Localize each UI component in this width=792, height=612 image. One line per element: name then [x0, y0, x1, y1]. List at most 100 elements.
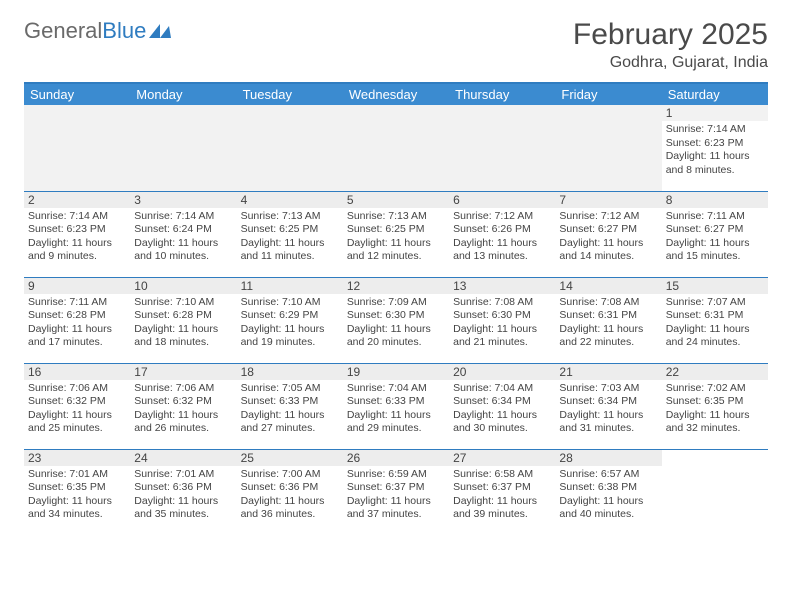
calendar-cell: 20 Sunrise: 7:04 AMSunset: 6:34 PMDayligh…: [449, 363, 555, 449]
day-number: 6: [449, 192, 555, 208]
day-details: Sunrise: 7:10 AMSunset: 6:28 PMDaylight:…: [134, 296, 232, 351]
day-details: Sunrise: 7:08 AMSunset: 6:31 PMDaylight:…: [559, 296, 657, 351]
calendar-body: 1 Sunrise: 7:14 AMSunset: 6:23 PMDaylight…: [24, 105, 768, 535]
calendar-cell: 8 Sunrise: 7:11 AMSunset: 6:27 PMDaylight…: [662, 191, 768, 277]
weekday-header: Sunday: [24, 84, 130, 105]
calendar-cell: 2 Sunrise: 7:14 AMSunset: 6:23 PMDaylight…: [24, 191, 130, 277]
calendar-row: 1 Sunrise: 7:14 AMSunset: 6:23 PMDaylight…: [24, 105, 768, 191]
day-number: 19: [343, 364, 449, 380]
day-details: Sunrise: 7:14 AMSunset: 6:23 PMDaylight:…: [666, 123, 764, 178]
day-number: 28: [555, 450, 661, 466]
brand-logo: GeneralBlue: [24, 18, 171, 44]
day-details: Sunrise: 7:07 AMSunset: 6:31 PMDaylight:…: [666, 296, 764, 351]
day-number: 27: [449, 450, 555, 466]
calendar-cell: 6 Sunrise: 7:12 AMSunset: 6:26 PMDaylight…: [449, 191, 555, 277]
day-number: 12: [343, 278, 449, 294]
calendar-cell: 13 Sunrise: 7:08 AMSunset: 6:30 PMDayligh…: [449, 277, 555, 363]
day-number: 16: [24, 364, 130, 380]
brand-part1: General: [24, 18, 102, 44]
calendar-cell: 16 Sunrise: 7:06 AMSunset: 6:32 PMDayligh…: [24, 363, 130, 449]
day-number: 3: [130, 192, 236, 208]
day-number: 2: [24, 192, 130, 208]
day-details: Sunrise: 7:10 AMSunset: 6:29 PMDaylight:…: [241, 296, 339, 351]
calendar-cell: [449, 105, 555, 191]
calendar-cell: 21Sunrise: 7:03 AMSunset: 6:34 PMDayligh…: [555, 363, 661, 449]
day-details: Sunrise: 7:12 AMSunset: 6:26 PMDaylight:…: [453, 210, 551, 265]
day-number: 13: [449, 278, 555, 294]
day-details: Sunrise: 7:06 AMSunset: 6:32 PMDaylight:…: [134, 382, 232, 437]
day-details: Sunrise: 7:14 AMSunset: 6:23 PMDaylight:…: [28, 210, 126, 265]
calendar-cell: 3 Sunrise: 7:14 AMSunset: 6:24 PMDaylight…: [130, 191, 236, 277]
day-details: Sunrise: 7:05 AMSunset: 6:33 PMDaylight:…: [241, 382, 339, 437]
calendar-cell: [343, 105, 449, 191]
weekday-header: Wednesday: [343, 84, 449, 105]
calendar-cell: [555, 105, 661, 191]
day-number: 25: [237, 450, 343, 466]
location-label: Godhra, Gujarat, India: [573, 54, 768, 72]
day-details: Sunrise: 7:13 AMSunset: 6:25 PMDaylight:…: [241, 210, 339, 265]
month-title: February 2025: [573, 18, 768, 52]
calendar-cell: 24 Sunrise: 7:01 AMSunset: 6:36 PMDayligh…: [130, 449, 236, 535]
calendar-cell: 25 Sunrise: 7:00 AMSunset: 6:36 PMDayligh…: [237, 449, 343, 535]
day-number: 1: [662, 105, 768, 121]
calendar-cell: 1 Sunrise: 7:14 AMSunset: 6:23 PMDaylight…: [662, 105, 768, 191]
day-details: Sunrise: 7:11 AMSunset: 6:28 PMDaylight:…: [28, 296, 126, 351]
day-details: Sunrise: 7:01 AMSunset: 6:36 PMDaylight:…: [134, 468, 232, 523]
day-number: 26: [343, 450, 449, 466]
day-details: Sunrise: 7:13 AMSunset: 6:25 PMDaylight:…: [347, 210, 445, 265]
day-details: Sunrise: 7:02 AMSunset: 6:35 PMDaylight:…: [666, 382, 764, 437]
day-number: 21: [555, 364, 661, 380]
brand-part2: Blue: [102, 18, 146, 44]
day-details: Sunrise: 6:57 AMSunset: 6:38 PMDaylight:…: [559, 468, 657, 523]
day-details: Sunrise: 7:09 AMSunset: 6:30 PMDaylight:…: [347, 296, 445, 351]
day-number: 11: [237, 278, 343, 294]
calendar-cell: 26 Sunrise: 6:59 AMSunset: 6:37 PMDayligh…: [343, 449, 449, 535]
calendar-row: 2 Sunrise: 7:14 AMSunset: 6:23 PMDaylight…: [24, 191, 768, 277]
weekday-header: Monday: [130, 84, 236, 105]
calendar-cell: [662, 449, 768, 535]
day-number: 5: [343, 192, 449, 208]
day-details: Sunrise: 7:11 AMSunset: 6:27 PMDaylight:…: [666, 210, 764, 265]
calendar-cell: 23Sunrise: 7:01 AMSunset: 6:35 PMDayligh…: [24, 449, 130, 535]
calendar-cell: 22 Sunrise: 7:02 AMSunset: 6:35 PMDayligh…: [662, 363, 768, 449]
calendar-cell: 14Sunrise: 7:08 AMSunset: 6:31 PMDayligh…: [555, 277, 661, 363]
day-details: Sunrise: 7:08 AMSunset: 6:30 PMDaylight:…: [453, 296, 551, 351]
day-number: 8: [662, 192, 768, 208]
day-details: Sunrise: 7:00 AMSunset: 6:36 PMDaylight:…: [241, 468, 339, 523]
day-number: 20: [449, 364, 555, 380]
day-number: 22: [662, 364, 768, 380]
weekday-header: Thursday: [449, 84, 555, 105]
day-details: Sunrise: 7:06 AMSunset: 6:32 PMDaylight:…: [28, 382, 126, 437]
weekday-header-row: SundayMondayTuesdayWednesdayThursdayFrid…: [24, 84, 768, 105]
day-details: Sunrise: 7:04 AMSunset: 6:34 PMDaylight:…: [453, 382, 551, 437]
day-number: 10: [130, 278, 236, 294]
day-details: Sunrise: 6:59 AMSunset: 6:37 PMDaylight:…: [347, 468, 445, 523]
calendar-cell: [130, 105, 236, 191]
calendar-cell: 28 Sunrise: 6:57 AMSunset: 6:38 PMDayligh…: [555, 449, 661, 535]
day-number: 15: [662, 278, 768, 294]
day-number: 9: [24, 278, 130, 294]
calendar-cell: 10 Sunrise: 7:10 AMSunset: 6:28 PMDayligh…: [130, 277, 236, 363]
day-number: 24: [130, 450, 236, 466]
calendar-cell: 12 Sunrise: 7:09 AMSunset: 6:30 PMDayligh…: [343, 277, 449, 363]
day-details: Sunrise: 6:58 AMSunset: 6:37 PMDaylight:…: [453, 468, 551, 523]
calendar-row: 9 Sunrise: 7:11 AMSunset: 6:28 PMDaylight…: [24, 277, 768, 363]
calendar-cell: [237, 105, 343, 191]
calendar-row: 16Sunrise: 7:06 AMSunset: 6:32 PMDayligh…: [24, 363, 768, 449]
calendar-cell: [24, 105, 130, 191]
calendar-cell: 17 Sunrise: 7:06 AMSunset: 6:32 PMDayligh…: [130, 363, 236, 449]
brand-mark-icon: [149, 18, 171, 44]
day-details: Sunrise: 7:04 AMSunset: 6:33 PMDaylight:…: [347, 382, 445, 437]
weekday-header: Friday: [555, 84, 661, 105]
calendar-cell: 15 Sunrise: 7:07 AMSunset: 6:31 PMDayligh…: [662, 277, 768, 363]
header: GeneralBlue February 2025 Godhra, Gujara…: [24, 18, 768, 72]
calendar-cell: 27 Sunrise: 6:58 AMSunset: 6:37 PMDayligh…: [449, 449, 555, 535]
day-number: 17: [130, 364, 236, 380]
day-number: 18: [237, 364, 343, 380]
day-details: Sunrise: 7:14 AMSunset: 6:24 PMDaylight:…: [134, 210, 232, 265]
weekday-header: Tuesday: [237, 84, 343, 105]
calendar-cell: 19 Sunrise: 7:04 AMSunset: 6:33 PMDayligh…: [343, 363, 449, 449]
calendar-table: SundayMondayTuesdayWednesdayThursdayFrid…: [24, 84, 768, 535]
day-number: 4: [237, 192, 343, 208]
day-details: Sunrise: 7:12 AMSunset: 6:27 PMDaylight:…: [559, 210, 657, 265]
